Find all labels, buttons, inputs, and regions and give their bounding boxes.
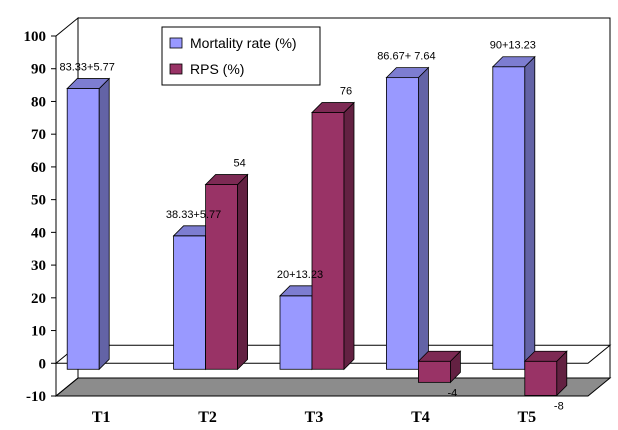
y-tick-label: 100 [24,29,47,45]
bar-top [204,174,249,185]
bar-front [492,66,526,370]
data-label: 86.67+ 7.64 [377,51,435,63]
y-tick-label: 70 [31,127,46,143]
x-tick-label: T1 [92,409,111,426]
data-label: 54 [233,158,245,170]
bar-top [491,56,536,68]
bar-top [523,350,568,362]
y-tick-label: 40 [31,225,46,241]
bar-top [311,102,355,113]
bar-side [343,101,355,371]
data-label: 83.33+5.77 [60,62,115,74]
x-axis: T1 T2 T3 T4 T5 [92,409,536,426]
bars [66,55,568,397]
legend-swatch [169,63,183,75]
data-label: 38.33+5.77 [166,209,221,221]
data-label: 76 [340,86,352,98]
data-label: -8 [554,400,564,412]
bar-front [173,235,207,370]
data-label: 20+13.23 [277,269,323,281]
legend-label: RPS (%) [190,61,244,77]
legend-swatch [169,37,183,49]
x-tick-label: T3 [305,409,324,426]
data-label: 90+13.23 [490,40,536,52]
bar-top [417,350,462,362]
bar-front [66,88,100,370]
y-tick-label: 80 [31,94,46,110]
x-tick-label: T5 [517,409,536,426]
y-tick-label: -10 [26,389,46,405]
bar-front [417,360,451,383]
data-labels: 83.33+5.77 38.33+5.77 54 20+13.23 76 86.67+ 7… [60,40,564,413]
y-tick-label: 30 [31,258,46,274]
bar-front [385,77,419,370]
bar-side [524,55,536,371]
y-tick-label: 60 [31,160,46,176]
bar-side [417,66,429,371]
legend-box [161,26,321,86]
y-tick-label: 20 [31,291,46,307]
legend: Mortality rate (%) RPS (%) [161,26,321,86]
x-tick-label: T2 [198,409,217,426]
legend-label: Mortality rate (%) [190,35,297,51]
bar-front [524,360,558,396]
bar-top [385,67,430,79]
y-tick-label: 90 [31,62,46,78]
bar-front [279,295,313,370]
bar-side [237,173,249,371]
y-tick-label: 50 [31,193,46,209]
bar-front [311,112,345,370]
x-tick-label: T4 [411,409,430,426]
data-label: -4 [448,387,458,399]
bar-side [98,77,110,371]
bar-front [205,184,239,370]
y-tick-label: 0 [39,356,47,372]
bar-top [66,78,111,89]
y-tick-label: 10 [31,324,46,340]
